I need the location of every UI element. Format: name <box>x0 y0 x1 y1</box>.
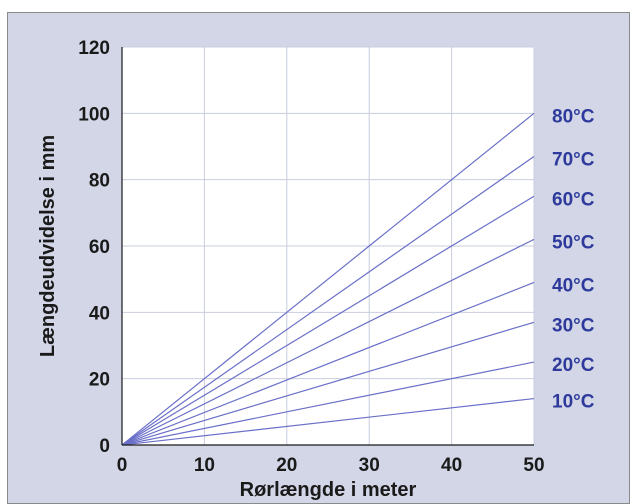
series-line <box>121 112 535 446</box>
series-label: 40°C <box>552 275 595 296</box>
series-line <box>121 155 535 446</box>
series-label: 20°C <box>552 355 595 376</box>
y-tick-label: 80 <box>89 171 110 192</box>
series-line <box>121 238 535 446</box>
series-label: 10°C <box>552 392 595 413</box>
x-tick-label: 10 <box>194 455 215 476</box>
y-tick-label: 60 <box>89 237 110 258</box>
x-axis-title: Rørlængde i meter <box>240 479 417 501</box>
series-label: 80°C <box>552 106 595 127</box>
series-line <box>121 321 535 446</box>
series-label: 60°C <box>552 189 595 210</box>
series-line <box>121 397 535 446</box>
series-label: 70°C <box>552 149 595 170</box>
series-line <box>121 195 535 446</box>
y-tick-label: 0 <box>99 436 110 457</box>
series-label: 30°C <box>552 315 595 336</box>
series-label: 50°C <box>552 232 595 253</box>
series-line <box>121 281 535 446</box>
x-tick-label: 40 <box>441 455 462 476</box>
y-axis-title: Længdeudvidelse i mm <box>37 135 59 357</box>
y-tick-label: 120 <box>78 38 110 59</box>
series-line <box>121 361 535 446</box>
axes <box>121 47 534 446</box>
y-tick-labels: 0 20 40 60 80 100 120 <box>78 38 110 457</box>
y-tick-label: 100 <box>78 104 110 125</box>
series-lines <box>121 112 535 446</box>
x-tick-label: 20 <box>276 455 297 476</box>
x-tick-labels: 0 10 20 30 40 50 <box>117 455 545 476</box>
series-labels: 10°C 20°C 30°C 40°C 50°C 60°C 70°C 80°C <box>552 106 595 412</box>
y-tick-label: 20 <box>89 370 110 391</box>
y-tick-label: 40 <box>89 303 110 324</box>
x-tick-label: 30 <box>359 455 380 476</box>
x-tick-label: 0 <box>117 455 128 476</box>
x-tick-label: 50 <box>523 455 544 476</box>
